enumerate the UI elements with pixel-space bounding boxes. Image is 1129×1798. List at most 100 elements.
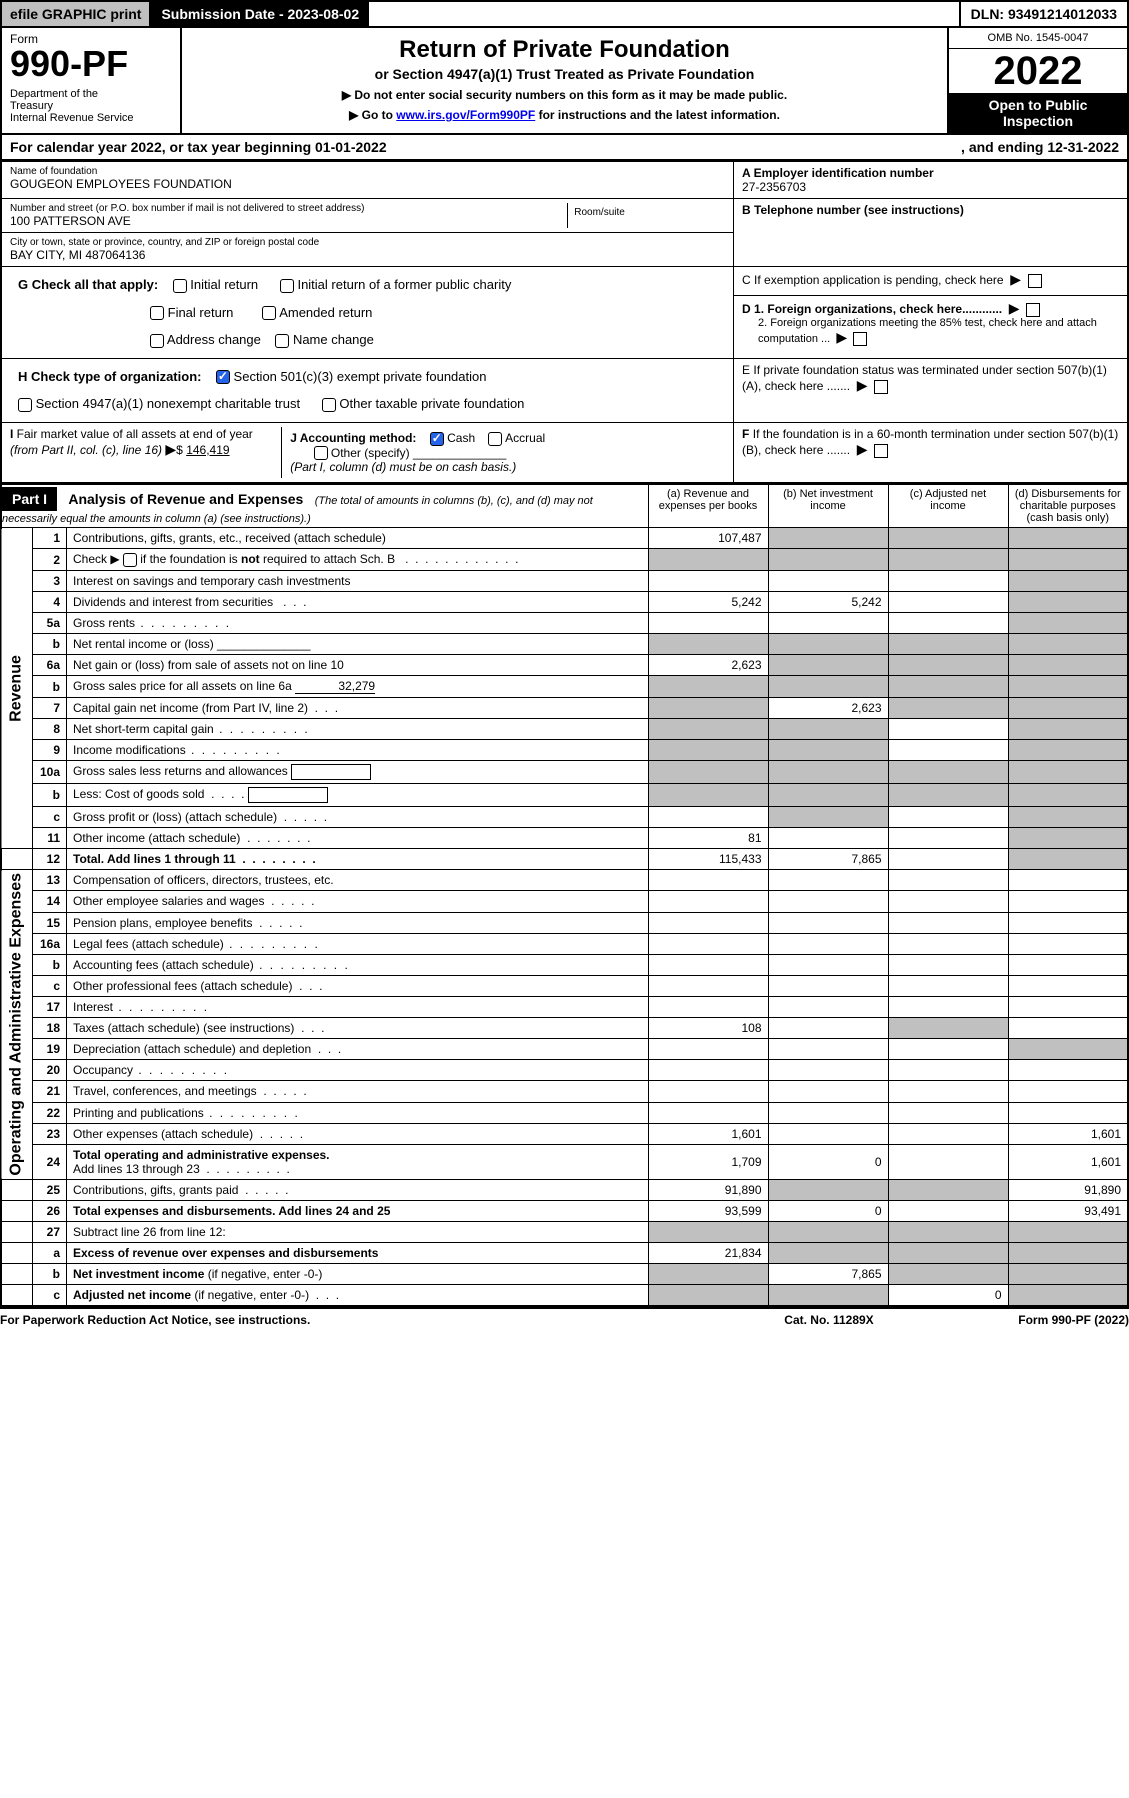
g-check-cell: G Check all that apply: Initial return I… <box>1 267 734 359</box>
line-2-prefix: Check ▶ <box>73 552 120 566</box>
form-header: Form 990-PF Department of theTreasuryInt… <box>0 28 1129 135</box>
line-26-a: 93,599 <box>648 1200 768 1221</box>
line-2-suffix: if the foundation is not required to att… <box>140 552 395 566</box>
checkbox-other-method[interactable] <box>314 446 328 460</box>
line-desc: Accounting fees (attach schedule) <box>67 954 649 975</box>
line-21: 21 Travel, conferences, and meetings . .… <box>1 1081 1128 1102</box>
checkbox-4947[interactable] <box>18 398 32 412</box>
line-num: b <box>33 1263 67 1284</box>
line-num: 12 <box>33 849 67 870</box>
line-12: 12 Total. Add lines 1 through 11 . . . .… <box>1 849 1128 870</box>
checkbox-accrual[interactable] <box>488 432 502 446</box>
line-27b: b Net investment income (if negative, en… <box>1 1263 1128 1284</box>
efile-print-button[interactable]: efile GRAPHIC print <box>2 2 151 26</box>
checkbox-c[interactable] <box>1028 274 1042 288</box>
arrow-icon: ▶ <box>1010 271 1021 287</box>
line-10a: 10a Gross sales less returns and allowan… <box>1 761 1128 784</box>
checkbox-final-return[interactable] <box>150 306 164 320</box>
checkbox-address-change[interactable] <box>150 334 164 348</box>
line-desc: Check ▶ if the foundation is not require… <box>67 549 649 571</box>
tax-year: 2022 <box>949 49 1127 93</box>
j-note: (Part I, column (d) must be on cash basi… <box>290 460 516 474</box>
checkbox-sch-b[interactable] <box>123 553 137 567</box>
checkbox-d1[interactable] <box>1026 303 1040 317</box>
checkbox-cash[interactable] <box>430 432 444 446</box>
line-desc: Total expenses and disbursements. Add li… <box>67 1200 649 1221</box>
department-treasury: Department of theTreasuryInternal Revenu… <box>10 88 172 124</box>
checkbox-name-change[interactable] <box>275 334 289 348</box>
line-desc: Interest <box>67 996 649 1017</box>
analysis-table: Part I Analysis of Revenue and Expenses … <box>0 484 1129 1306</box>
line-20: 20 Occupancy <box>1 1060 1128 1081</box>
line-desc: Other professional fees (attach schedule… <box>67 975 649 996</box>
line-num: 3 <box>33 571 67 592</box>
address-label: Number and street (or P.O. box number if… <box>10 203 561 214</box>
line-24-b: 0 <box>768 1144 888 1179</box>
col-b-header: (b) Net investment income <box>768 485 888 528</box>
line-desc: Other employee salaries and wages . . . … <box>67 891 649 912</box>
calendar-begin: For calendar year 2022, or tax year begi… <box>10 139 961 155</box>
d-cell: D 1. Foreign organizations, check here..… <box>734 296 1128 358</box>
footer-right: Form 990-PF (2022) <box>929 1313 1129 1327</box>
line-26-d: 93,491 <box>1008 1200 1128 1221</box>
form-subtitle: or Section 4947(a)(1) Trust Treated as P… <box>202 66 927 82</box>
f-label: If the foundation is in a 60-month termi… <box>742 427 1118 457</box>
g-final: Final return <box>168 305 234 320</box>
line-num: b <box>33 954 67 975</box>
footer-left: For Paperwork Reduction Act Notice, see … <box>0 1313 729 1327</box>
expenses-side-label: Operating and Administrative Expenses <box>1 870 33 1180</box>
line-num: 11 <box>33 828 67 849</box>
line-num: 22 <box>33 1102 67 1123</box>
line-desc: Depreciation (attach schedule) and deple… <box>67 1039 649 1060</box>
line-num: 6a <box>33 655 67 676</box>
line-num: 13 <box>33 870 67 891</box>
checkbox-e[interactable] <box>874 380 888 394</box>
g-initial-former: Initial return of a former public charit… <box>297 277 511 292</box>
form990pf-link[interactable]: www.irs.gov/Form990PF <box>396 108 535 122</box>
e-label: E If private foundation status was termi… <box>742 363 1107 393</box>
line-14: 14 Other employee salaries and wages . .… <box>1 891 1128 912</box>
line-num: 8 <box>33 719 67 740</box>
line-num: 27 <box>33 1221 67 1242</box>
line-2: 2 Check ▶ if the foundation is not requi… <box>1 549 1128 571</box>
line-18: 18 Taxes (attach schedule) (see instruct… <box>1 1018 1128 1039</box>
checkbox-501c3[interactable] <box>216 370 230 384</box>
line-10c: c Gross profit or (loss) (attach schedul… <box>1 807 1128 828</box>
checkbox-d2[interactable] <box>853 332 867 346</box>
line-desc: Subtract line 26 from line 12: <box>67 1221 649 1242</box>
i-label: I <box>10 427 13 441</box>
line-27a-a: 21,834 <box>648 1242 768 1263</box>
h-other: Other taxable private foundation <box>339 396 524 411</box>
line-desc: Legal fees (attach schedule) <box>67 933 649 954</box>
j-accrual: Accrual <box>505 431 545 445</box>
instruction-2: ▶ Go to www.irs.gov/Form990PF for instru… <box>202 108 927 122</box>
line-num: 14 <box>33 891 67 912</box>
line-15: 15 Pension plans, employee benefits . . … <box>1 912 1128 933</box>
g-initial: Initial return <box>190 277 258 292</box>
checkbox-initial-return[interactable] <box>173 279 187 293</box>
arrow-icon: ▶ <box>836 329 847 345</box>
line-16b: b Accounting fees (attach schedule) <box>1 954 1128 975</box>
name-value: GOUGEON EMPLOYEES FOUNDATION <box>10 177 725 191</box>
line-19: 19 Depreciation (attach schedule) and de… <box>1 1039 1128 1060</box>
line-8: 8 Net short-term capital gain <box>1 719 1128 740</box>
city-value: BAY CITY, MI 487064136 <box>10 248 725 262</box>
line-12-a: 115,433 <box>648 849 768 870</box>
checkbox-initial-former[interactable] <box>280 279 294 293</box>
line-num: 15 <box>33 912 67 933</box>
g-label: G Check all that apply: <box>18 277 158 292</box>
line-27b-b: 7,865 <box>768 1263 888 1284</box>
line-num: 16a <box>33 933 67 954</box>
line-num: 17 <box>33 996 67 1017</box>
line-11-a: 81 <box>648 828 768 849</box>
line-desc: Gross sales less returns and allowances <box>67 761 649 784</box>
j-other: Other (specify) <box>331 446 410 460</box>
checkbox-amended[interactable] <box>262 306 276 320</box>
line-25-a: 91,890 <box>648 1179 768 1200</box>
checkbox-other-taxable[interactable] <box>322 398 336 412</box>
checkbox-f[interactable] <box>874 444 888 458</box>
line-desc: Less: Cost of goods sold . . . . <box>67 784 649 807</box>
line-desc: Net investment income (if negative, ente… <box>67 1263 649 1284</box>
revenue-side-label: Revenue <box>1 528 33 849</box>
h-cell: H Check type of organization: Section 50… <box>1 358 734 422</box>
